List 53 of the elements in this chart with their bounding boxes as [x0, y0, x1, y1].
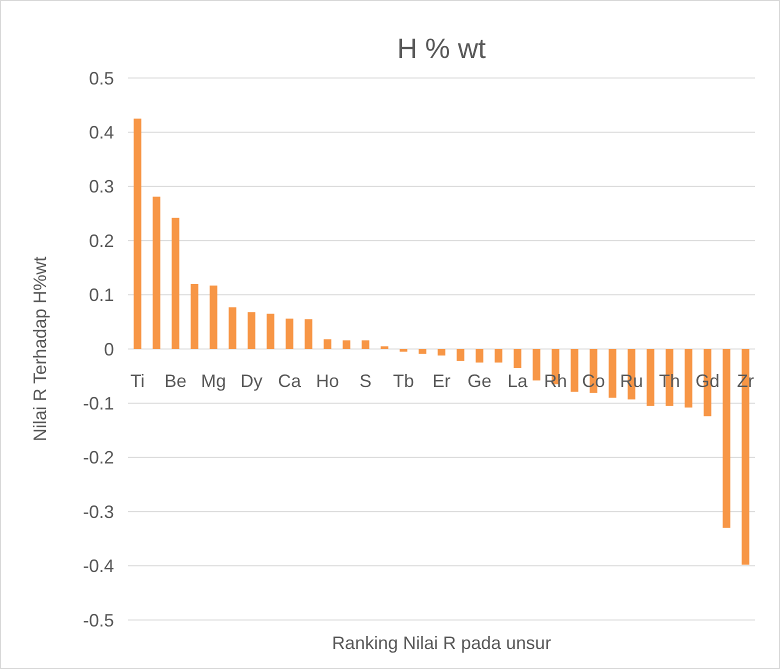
y-tick-label: -0.4	[82, 556, 114, 576]
y-tick-label: -0.5	[82, 610, 114, 630]
bar	[134, 118, 142, 349]
bar	[266, 314, 274, 349]
y-tick-label: 0.5	[88, 68, 114, 88]
bar	[514, 349, 522, 368]
bar	[400, 349, 408, 352]
y-tick-label: -0.3	[82, 502, 114, 522]
bar	[362, 340, 370, 349]
bar	[304, 319, 312, 349]
x-tick-label: Ho	[316, 371, 340, 391]
y-tick-label: 0.2	[88, 230, 114, 251]
y-tick-label: 0	[104, 339, 114, 360]
y-tick-label: 0.4	[88, 122, 114, 142]
bar	[570, 349, 578, 392]
y-axis-title: Nilai R Terhadap H%wt	[30, 256, 50, 442]
y-tick-label: 0.1	[88, 285, 114, 306]
y-tick-label: -0.2	[82, 448, 114, 468]
x-tick-label: Ti	[130, 371, 145, 391]
bar	[210, 286, 218, 349]
x-tick-label: Er	[432, 371, 451, 391]
x-tick-label: Be	[164, 371, 187, 391]
y-tick-label: 0.3	[88, 176, 114, 197]
bar	[342, 340, 350, 349]
bar	[380, 346, 388, 349]
bar	[646, 349, 654, 406]
chart-title: H % wt	[397, 33, 486, 64]
x-tick-label: S	[359, 371, 372, 391]
bar	[324, 339, 332, 349]
bar	[438, 349, 446, 356]
bar	[476, 349, 484, 363]
x-tick-label: Ca	[278, 371, 302, 391]
bar	[722, 349, 730, 528]
bar	[172, 218, 180, 349]
x-tick-label: Mg	[200, 371, 226, 391]
bar	[494, 349, 502, 363]
bar	[228, 307, 236, 349]
bar	[152, 196, 160, 349]
x-axis-title: Ranking Nilai R pada unsur	[332, 633, 552, 653]
bar	[248, 312, 256, 349]
x-tick-label: Ge	[467, 371, 492, 391]
bar	[532, 349, 540, 380]
bar	[286, 318, 294, 349]
bar	[456, 349, 464, 361]
bar	[418, 349, 426, 354]
bar	[190, 284, 198, 349]
x-tick-label: Dy	[240, 371, 262, 391]
bar	[684, 349, 692, 408]
y-tick-label: -0.1	[82, 394, 114, 414]
bar	[608, 349, 616, 398]
x-tick-label: Rh	[544, 371, 568, 391]
x-tick-label: Tb	[392, 371, 414, 391]
x-tick-label: La	[507, 371, 528, 391]
